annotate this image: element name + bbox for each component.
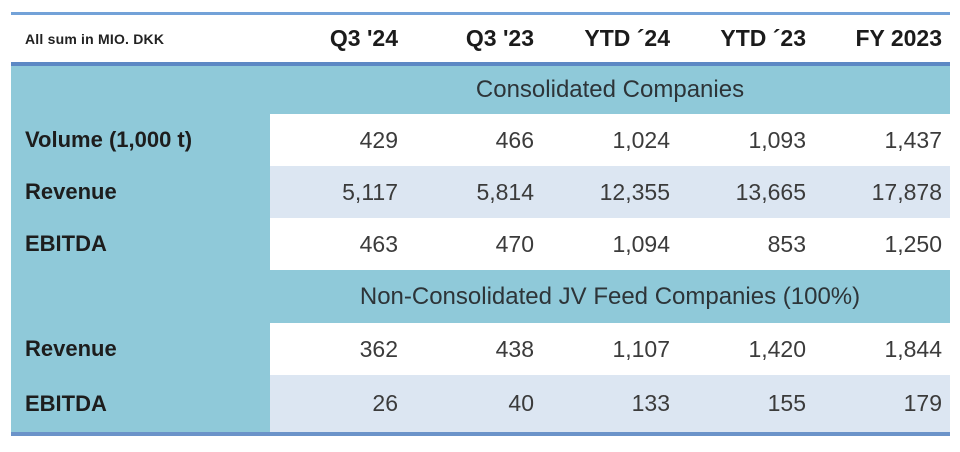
section-header-text: Non-Consolidated JV Feed Companies (100%…: [359, 282, 861, 310]
cell-value: 179: [814, 375, 950, 432]
cell-value: 1,024: [542, 114, 678, 166]
cell-value: 13,665: [678, 166, 814, 218]
cell-value: 12,355: [542, 166, 678, 218]
financial-summary-table: All sum in MIO. DKK Q3 '24 Q3 '23 YTD ´2…: [11, 12, 950, 436]
cell-value: 466: [406, 114, 542, 166]
cell-value: 40: [406, 375, 542, 432]
row-label: EBITDA: [25, 390, 107, 416]
column-header-q3-23: Q3 '23: [465, 25, 534, 51]
cell-value: 155: [678, 375, 814, 432]
cell-value: 853: [678, 218, 814, 270]
cell-value: 26: [270, 375, 406, 432]
table-header-row: All sum in MIO. DKK Q3 '24 Q3 '23 YTD ´2…: [11, 15, 950, 62]
section-header-spacer: [11, 270, 270, 323]
column-header-fy-2023: FY 2023: [855, 25, 942, 51]
section-header-spacer: [11, 66, 270, 114]
cell-value: 1,437: [814, 114, 950, 166]
cell-value: 1,094: [542, 218, 678, 270]
section-header-text: Consolidated Companies: [475, 76, 745, 103]
cell-value: 5,814: [406, 166, 542, 218]
row-label: Volume (1,000 t): [25, 127, 193, 152]
cell-value: 1,107: [542, 323, 678, 375]
column-header-q3-24: Q3 '24: [329, 25, 398, 51]
unit-label: All sum in MIO. DKK: [25, 30, 165, 47]
cell-value: 5,117: [270, 166, 406, 218]
table-row-revenue-consolidated: Revenue 5,117 5,814 12,355 13,665 17,878: [11, 166, 950, 218]
cell-value: 429: [270, 114, 406, 166]
row-label: EBITDA: [25, 231, 107, 256]
cell-value: 1,093: [678, 114, 814, 166]
section-header-consolidated: Consolidated Companies: [11, 66, 950, 114]
table-row-volume: Volume (1,000 t) 429 466 1,024 1,093 1,4…: [11, 114, 950, 166]
table-row-revenue-jv: Revenue 362 438 1,107 1,420 1,844: [11, 323, 950, 375]
cell-value: 1,844: [814, 323, 950, 375]
cell-value: 1,250: [814, 218, 950, 270]
bottom-rule: [11, 432, 950, 436]
row-label: Revenue: [25, 179, 117, 204]
cell-value: 463: [270, 218, 406, 270]
cell-value: 1,420: [678, 323, 814, 375]
table-row-ebitda-consolidated: EBITDA 463 470 1,094 853 1,250: [11, 218, 950, 270]
row-label: Revenue: [25, 336, 117, 361]
cell-value: 17,878: [814, 166, 950, 218]
column-header-ytd-24: YTD ´24: [584, 25, 670, 51]
cell-value: 362: [270, 323, 406, 375]
header-rule: [11, 62, 950, 66]
table-body: Consolidated Companies Volume (1,000 t) …: [11, 66, 950, 432]
cell-value: 133: [542, 375, 678, 432]
cell-value: 438: [406, 323, 542, 375]
table-row-ebitda-jv: EBITDA 26 40 133 155 179: [11, 375, 950, 432]
cell-value: 470: [406, 218, 542, 270]
column-header-ytd-23: YTD ´23: [720, 25, 806, 51]
top-rule: [11, 12, 950, 15]
section-header-non-consolidated: Non-Consolidated JV Feed Companies (100%…: [11, 270, 950, 323]
